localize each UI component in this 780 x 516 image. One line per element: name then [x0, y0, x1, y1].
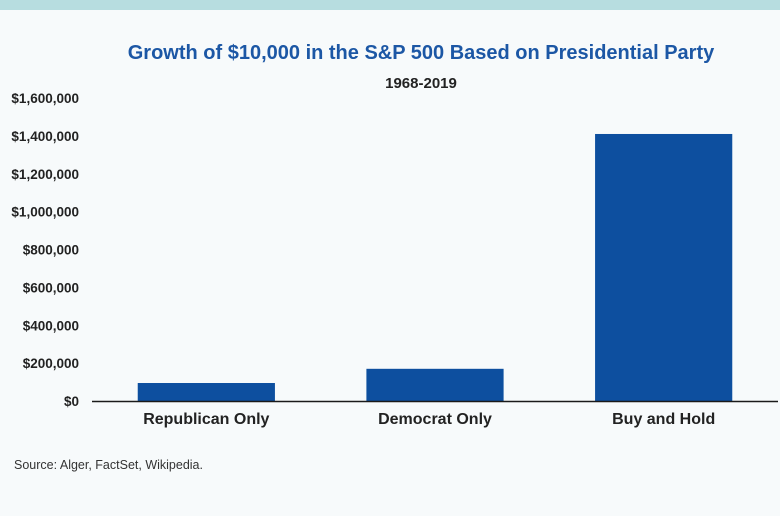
x-category-label: Buy and Hold	[612, 411, 715, 428]
y-axis: $0 $200,000 $400,000 $600,000 $800,000 $1,000…	[11, 91, 79, 409]
y-tick-label: $1,400,000	[11, 129, 79, 144]
y-tick-label: $200,000	[23, 356, 79, 371]
bar-democrat-only	[366, 368, 504, 401]
y-tick-label: $600,000	[23, 280, 79, 295]
y-tick-label: $1,000,000	[11, 205, 79, 220]
y-tick-label: $1,600,000	[11, 91, 79, 106]
x-category-label: Democrat Only	[378, 411, 492, 428]
x-axis: Republican Only Democrat Only Buy and Hold	[143, 411, 715, 428]
source-note: Source: Alger, FactSet, Wikipedia.	[14, 458, 203, 472]
y-tick-label: $0	[64, 394, 79, 409]
y-tick-label: $1,200,000	[11, 167, 79, 182]
bars	[137, 133, 733, 401]
chart-title: Growth of $10,000 in the S&P 500 Based o…	[127, 42, 715, 64]
chart-subtitle: 1968-2019	[385, 75, 457, 92]
bar-republican-only	[137, 383, 275, 401]
y-tick-label: $800,000	[23, 243, 79, 258]
bar-buy-and-hold	[595, 133, 733, 401]
top-accent-band	[0, 0, 780, 10]
x-category-label: Republican Only	[143, 411, 269, 428]
y-tick-label: $400,000	[23, 318, 79, 333]
